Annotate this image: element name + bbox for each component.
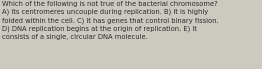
Text: Which of the following is not true of the bacterial chromosome?
A) Its centromer: Which of the following is not true of th… bbox=[2, 1, 219, 40]
